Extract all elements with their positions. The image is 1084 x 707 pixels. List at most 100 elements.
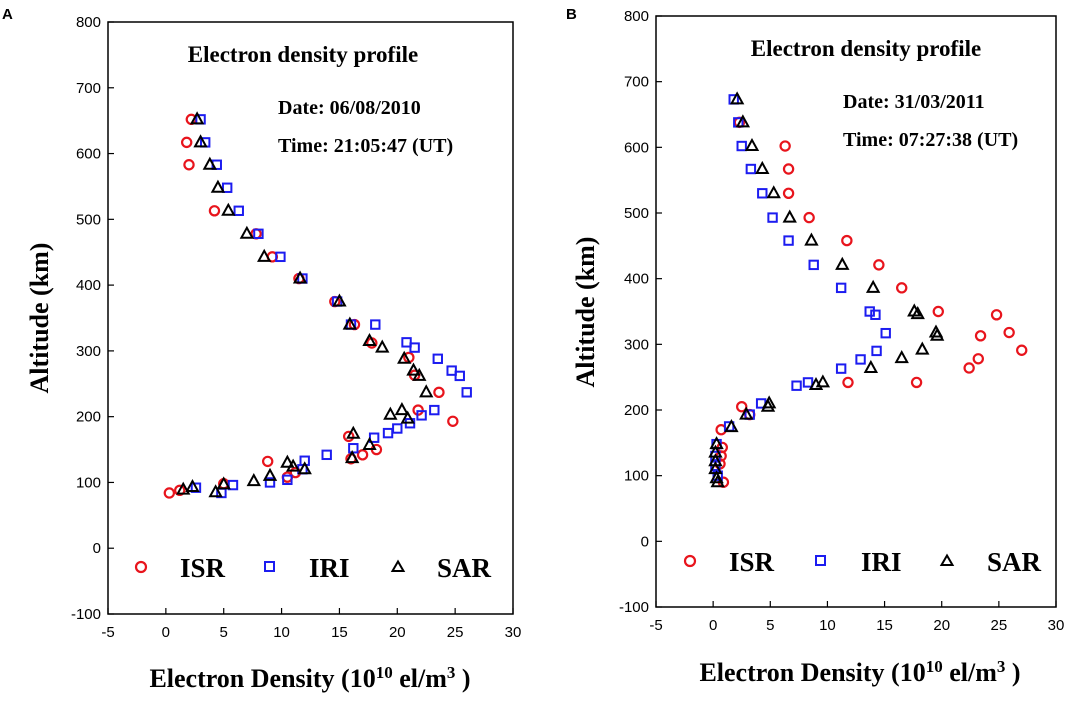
panel-a-sar-point xyxy=(202,156,218,170)
panel-b-isr-point xyxy=(972,353,984,365)
panel-a-x-axis-label: Electron Density (1010 el/m3 ) xyxy=(149,663,470,693)
panel-b-iri-point xyxy=(871,345,882,357)
panel-b-iri-point xyxy=(745,163,757,175)
panel-a-letter: A xyxy=(2,6,13,23)
panel-a-sar-point xyxy=(344,450,360,464)
panel-b-iri-point xyxy=(808,259,819,271)
panel-b-isr-point xyxy=(1016,344,1028,356)
panel-a-sar-point xyxy=(397,350,412,364)
panel-b-isr-point xyxy=(963,362,975,374)
panel-a-y-tick-label: 100 xyxy=(76,474,101,491)
panel-a-legend-sar-marker xyxy=(390,559,406,572)
panel-a-x-tick-label: 30 xyxy=(505,624,522,641)
panel-a-iri-point xyxy=(446,365,457,376)
panel-b-y-tick-label: 100 xyxy=(624,468,649,485)
panel-b-legend-iri-marker xyxy=(815,555,826,566)
panel-b-x-tick-label: 15 xyxy=(876,617,893,634)
panel-a-iri-point xyxy=(392,423,403,434)
panel-a-iri-point xyxy=(409,342,420,353)
panel-a-sar-point xyxy=(400,410,415,424)
panel-a-sar-point xyxy=(185,478,200,493)
panel-a-sar-point xyxy=(375,339,390,353)
panel-a-sar-point xyxy=(208,484,223,498)
panel-b-sar-point xyxy=(835,256,850,270)
panel-a-x-tick-label: 5 xyxy=(220,624,228,641)
panel-a-y-tick-label: 400 xyxy=(76,277,101,294)
panel-b-y-tick-label: 300 xyxy=(624,336,649,353)
panel-b-isr-point xyxy=(1003,326,1015,339)
panel-a-sar-point xyxy=(257,248,272,262)
panel-b-y-tick-label: 600 xyxy=(624,139,649,156)
panel-a-iri-point xyxy=(454,370,465,382)
panel-a-iri-point xyxy=(264,477,276,488)
panel-b-sar-point xyxy=(863,359,879,373)
panel-b-sar-point xyxy=(865,279,881,293)
panel-b-sar-point xyxy=(708,453,723,467)
panel-a-sar-point xyxy=(406,362,421,376)
panel-a-isr-point xyxy=(183,159,195,171)
panel-a-y-tick-label: 200 xyxy=(76,409,101,426)
panel-a-iri-point xyxy=(432,353,443,364)
panel-a-isr-point xyxy=(342,430,355,443)
panel-a-sar-point xyxy=(412,367,427,381)
panel-a-sar-point xyxy=(419,384,434,398)
panel-a-y-tick-label: 0 xyxy=(93,540,101,557)
panel-b-x-tick-label: -5 xyxy=(649,617,662,634)
panel-b-data-points xyxy=(708,91,1028,488)
panel-a-iri-point xyxy=(348,443,359,454)
panel-b-y-tick-label: 0 xyxy=(641,533,649,550)
panel-b-x-tick-label: 10 xyxy=(819,617,836,634)
panel-a-sar-point xyxy=(216,476,231,490)
panel-a-iri-point xyxy=(233,205,244,216)
panel-b-isr-point xyxy=(910,376,923,389)
panel-b-y-ticks: -100 0 100 200 300 400 500 600 700 800 xyxy=(619,8,662,616)
panel-a-legend-iri-marker xyxy=(264,561,275,572)
panel-b-sar-point xyxy=(804,232,819,246)
panel-b-iri-point xyxy=(880,327,891,339)
panel-b-legend-sar-marker xyxy=(939,553,955,566)
panel-b-x-tick-label: 5 xyxy=(766,617,774,634)
panel-a-legend-isr-label: ISR xyxy=(180,553,226,583)
panel-a-sar-point xyxy=(362,436,377,450)
panel-a-sar-point xyxy=(210,179,226,193)
panel-a-plot-frame xyxy=(107,21,514,615)
panel-a-sar-point xyxy=(342,316,358,330)
panel-b-x-tick-label: 0 xyxy=(709,617,717,634)
panel-a-sar-point xyxy=(394,402,410,416)
panel-b-iri-point xyxy=(835,282,847,294)
panel-b-legend-isr-label: ISR xyxy=(729,547,775,577)
panel-b-sar-point xyxy=(910,306,925,320)
panel-a-iri-point xyxy=(429,404,440,416)
panel-a-time: Time: 21:05:47 (UT) xyxy=(278,135,453,157)
panel-a-x-tick-label: -5 xyxy=(101,624,114,641)
panel-a-iri-point xyxy=(282,474,293,486)
panel-a-sar-point xyxy=(189,111,205,125)
panel-a-iri-point xyxy=(221,182,233,193)
panel-b-iri-point xyxy=(783,235,794,246)
panel-a-isr-point xyxy=(208,205,221,217)
panel-a-y-ticks: -100 0 100 200 300 400 500 600 700 800 xyxy=(71,14,114,623)
panel-b-iri-point xyxy=(791,380,802,391)
panel-b-x-axis-label: Electron Density (1010 el/m3 ) xyxy=(699,657,1020,687)
panel-a-date: Date: 06/08/2010 xyxy=(278,97,421,119)
panel-a-y-axis-label: Altitude (km) xyxy=(25,243,54,394)
panel-a-data-points xyxy=(163,111,472,499)
panel-a-sar-point xyxy=(176,481,191,495)
panel-b-isr-point xyxy=(803,211,815,224)
panel-a-x-ticks: -5 0 5 10 15 20 25 30 xyxy=(101,608,521,641)
panel-b-iri-point xyxy=(870,309,881,320)
panel-b-letter: B xyxy=(566,6,577,23)
panel-b-sar-point xyxy=(760,398,776,412)
panel-a-sar-point xyxy=(246,473,261,487)
panel-a-isr-point xyxy=(433,386,445,399)
panel-a-legend-iri-label: IRI xyxy=(309,553,350,583)
panel-b-isr-point xyxy=(782,163,795,175)
panel-a-isr-point xyxy=(180,136,193,149)
panel-a-isr-point xyxy=(163,487,176,499)
panel-b-y-tick-label: 700 xyxy=(624,74,649,91)
panel-a-sar-point xyxy=(362,332,377,347)
panel-a-x-tick-label: 15 xyxy=(331,624,348,641)
panel-a-iri-point xyxy=(227,479,239,491)
panel-b-date: Date: 31/03/2011 xyxy=(843,91,985,113)
panel-b-sar-point xyxy=(710,474,725,488)
